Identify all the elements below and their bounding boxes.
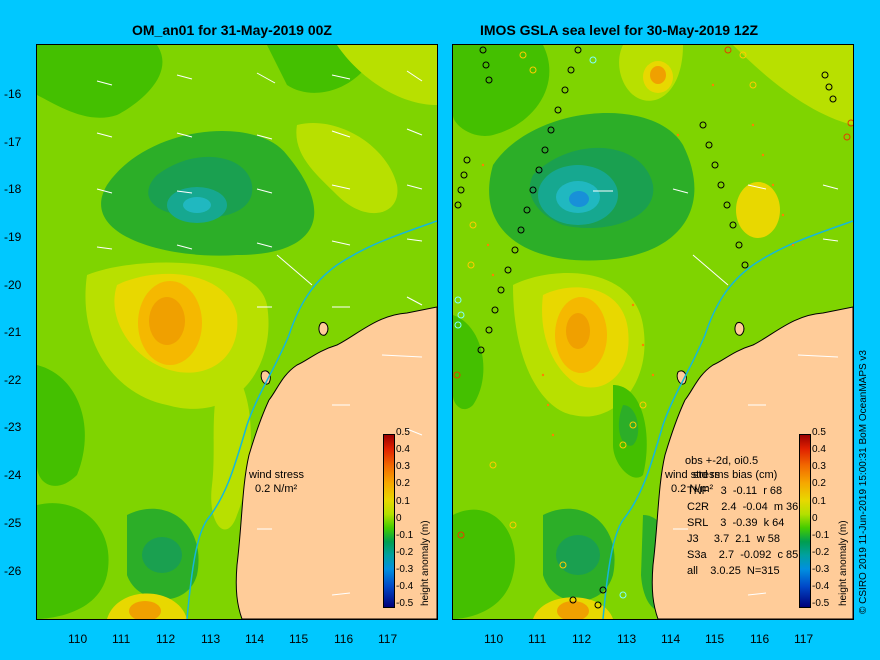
colorbar-tick: -0.2: [396, 547, 414, 558]
colorbar-tick: 0.3: [812, 461, 826, 472]
colorbar-tick: 0.2: [396, 478, 410, 489]
colorbar-tick: 0.4: [812, 444, 826, 455]
lon-tick: 116: [334, 632, 354, 646]
colorbar-tick: 0: [396, 513, 402, 524]
lat-tick: -23: [4, 420, 22, 434]
right-wind-stress-label: wind stress: [665, 469, 721, 481]
lon-tick: 111: [112, 632, 131, 646]
lon-tick: 115: [705, 632, 725, 646]
right-colorbar: [799, 434, 811, 608]
lat-tick: -19: [4, 230, 22, 244]
colorbar-tick: 0.5: [396, 427, 410, 438]
lon-tick: 113: [201, 632, 221, 646]
left-map-panel: wind stress 0.2 N/m²: [36, 44, 438, 620]
lat-tick: -16: [4, 87, 22, 101]
right-panel-title: IMOS GSLA sea level for 30-May-2019 12Z: [480, 22, 759, 38]
colorbar-tick: -0.4: [396, 581, 414, 592]
lon-tick: 117: [794, 632, 814, 646]
right-map-field: [453, 45, 853, 619]
lat-tick: -26: [4, 564, 22, 578]
lon-tick: 114: [245, 632, 265, 646]
stats-row: S3a 2.7 -0.092 c 85: [687, 549, 799, 561]
colorbar-tick: -0.5: [396, 598, 414, 609]
lon-tick: 112: [572, 632, 592, 646]
colorbar-tick: 0.3: [396, 461, 410, 472]
lon-tick: 113: [617, 632, 637, 646]
lon-tick: 114: [661, 632, 681, 646]
lon-tick: 117: [378, 632, 398, 646]
colorbar-tick: 0.4: [396, 444, 410, 455]
colorbar-tick: -0.5: [812, 598, 830, 609]
lat-tick: -22: [4, 373, 22, 387]
colorbar-tick: 0.1: [396, 496, 410, 507]
lon-tick: 110: [484, 632, 504, 646]
lat-tick: -20: [4, 278, 22, 292]
lat-tick: -18: [4, 182, 22, 196]
colorbar-tick: -0.1: [812, 530, 830, 541]
right-wind-stress-scale: 0.2 N/m²: [671, 483, 714, 495]
stats-row: TNF 3 -0.11 r 68: [687, 485, 783, 497]
colorbar-unit-label: height anomaly (m): [838, 520, 849, 606]
left-map-field: [37, 45, 437, 619]
colorbar-tick: 0.2: [812, 478, 826, 489]
lat-tick: -21: [4, 325, 22, 339]
colorbar-tick: -0.1: [396, 530, 414, 541]
lon-tick: 112: [156, 632, 176, 646]
stats-row: all 3.0.25 N=315: [687, 565, 780, 577]
lat-tick: -25: [4, 516, 22, 530]
colorbar-tick: 0.5: [812, 427, 826, 438]
left-wind-stress-label: wind stress: [249, 469, 305, 481]
lat-tick: -24: [4, 468, 22, 482]
colorbar-tick: -0.2: [812, 547, 830, 558]
colorbar-tick: 0.1: [812, 496, 826, 507]
stats-row: SRL 3 -0.39 k 64: [687, 517, 785, 529]
credit-line: © CSIRO 2019 11-Jun-2019 15:00:31 BoM Oc…: [858, 350, 869, 614]
stats-row: C2R 2.4 -0.04 m 36: [687, 501, 799, 513]
right-map-panel: obs +-2d, oi0.5 std rms bias (cm) TNF 3 …: [452, 44, 854, 620]
colorbar-unit-label: height anomaly (m): [420, 520, 431, 606]
colorbar-tick: -0.3: [812, 564, 830, 575]
colorbar-tick: -0.4: [812, 581, 830, 592]
colorbar-tick: -0.3: [396, 564, 414, 575]
lon-tick: 115: [289, 632, 309, 646]
lon-tick: 111: [528, 632, 547, 646]
colorbar-tick: 0: [812, 513, 818, 524]
lon-tick: 116: [750, 632, 770, 646]
stats-row: J3 3.7 2.1 w 58: [687, 533, 780, 545]
left-wind-stress-scale: 0.2 N/m²: [255, 483, 298, 495]
lat-tick: -17: [4, 135, 22, 149]
left-panel-title: OM_an01 for 31-May-2019 00Z: [132, 22, 332, 38]
obs-window-label: obs +-2d, oi0.5: [685, 455, 759, 467]
stats-header: std rms bias (cm): [693, 469, 778, 481]
lon-tick: 110: [68, 632, 88, 646]
left-colorbar: [383, 434, 395, 608]
